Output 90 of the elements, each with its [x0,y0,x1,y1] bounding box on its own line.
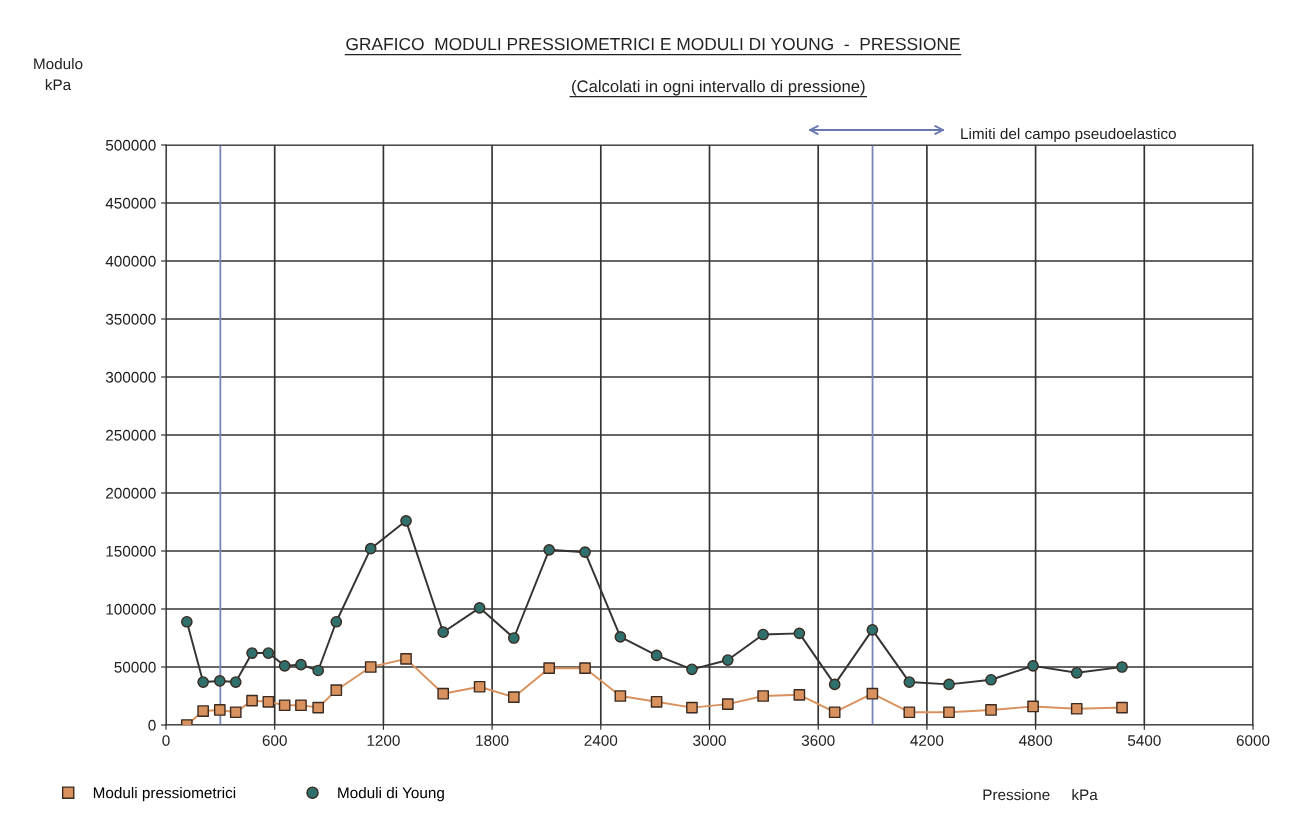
point [246,694,258,707]
point [437,687,450,700]
point [1027,700,1039,713]
point [614,630,627,643]
point [262,647,275,659]
point [757,628,769,641]
y-tick-label: 350000 [105,313,156,325]
point [1070,702,1083,715]
x-tick-label: 1200 [367,735,400,746]
chart-title: GRAFICO MODULI PRESSIOMETRICI E MODULI DI YOUNG - PRESSIONE [346,37,960,51]
y-axis-title: Modulo kPa [34,58,83,91]
point [1027,659,1039,672]
point [229,676,242,688]
point [400,514,412,527]
point [943,678,955,691]
point [579,546,591,559]
point [650,649,663,662]
y-tick-label: 0 [148,719,156,731]
point [828,706,841,719]
point [507,632,520,644]
point [866,687,879,700]
point [229,706,242,719]
x-tick-label: 0 [162,735,170,746]
point [721,654,734,666]
point [295,658,307,671]
point [197,705,209,717]
x-axis-title: Pressione kPa [983,788,1098,801]
point [213,704,226,716]
legend-label: Moduli di Young [338,787,444,802]
point [985,673,997,686]
x-tick-label: 3000 [693,735,726,746]
point [650,695,663,708]
y-tick-label: 100000 [106,603,156,615]
point [1116,661,1128,673]
text: Limiti del campo pseudoelastico [961,127,1176,143]
y-tick-label: 300000 [105,371,156,383]
y-tick-label: 400000 [105,255,156,267]
point [793,627,806,640]
point [943,706,955,719]
x-tick-label: 4800 [1018,735,1052,746]
point [1116,701,1128,714]
y-tick-label: 450000 [105,197,156,209]
point [721,698,734,710]
x-tick-label: 2400 [584,735,618,746]
y-tick-label: 500000 [105,139,156,151]
point [295,699,307,712]
point [330,684,343,697]
legend-label: Moduli pressiometrici [93,787,236,802]
point [473,601,486,614]
x-tick-label: 5400 [1127,735,1161,746]
point [312,664,325,677]
y-tick-label: 150000 [106,545,156,557]
point [793,688,806,701]
point [614,690,627,702]
point [473,680,486,693]
point [262,695,275,708]
point [400,653,412,665]
point [686,663,698,676]
point [278,659,291,672]
point [197,676,209,688]
y-tick-label: 50000 [114,661,156,673]
point [312,701,325,714]
point [579,662,591,675]
x-tick-label: 4200 [910,735,944,746]
point [213,675,226,687]
point [278,699,291,712]
point [364,542,377,555]
point [543,543,556,556]
x-tick-label: 600 [262,735,287,746]
point [828,678,841,691]
point [543,662,556,675]
y-tick-label: 200000 [106,487,156,499]
point [903,706,916,719]
x-tick-label: 3600 [801,735,835,746]
point [903,676,916,688]
point [330,615,343,628]
point [437,626,450,639]
point [985,704,997,716]
y-tick-label: 250000 [106,429,156,441]
point [757,690,769,702]
point [246,647,258,659]
x-tick-label: 1800 [476,735,509,746]
point [364,661,377,673]
x-tick-label: 6000 [1236,735,1270,746]
point [507,691,520,704]
point [180,615,193,628]
point [1070,666,1083,679]
point [866,624,879,636]
point [686,701,698,714]
chart-subtitle: (Calcolati in ogni intervallo di pressione) [572,79,865,96]
